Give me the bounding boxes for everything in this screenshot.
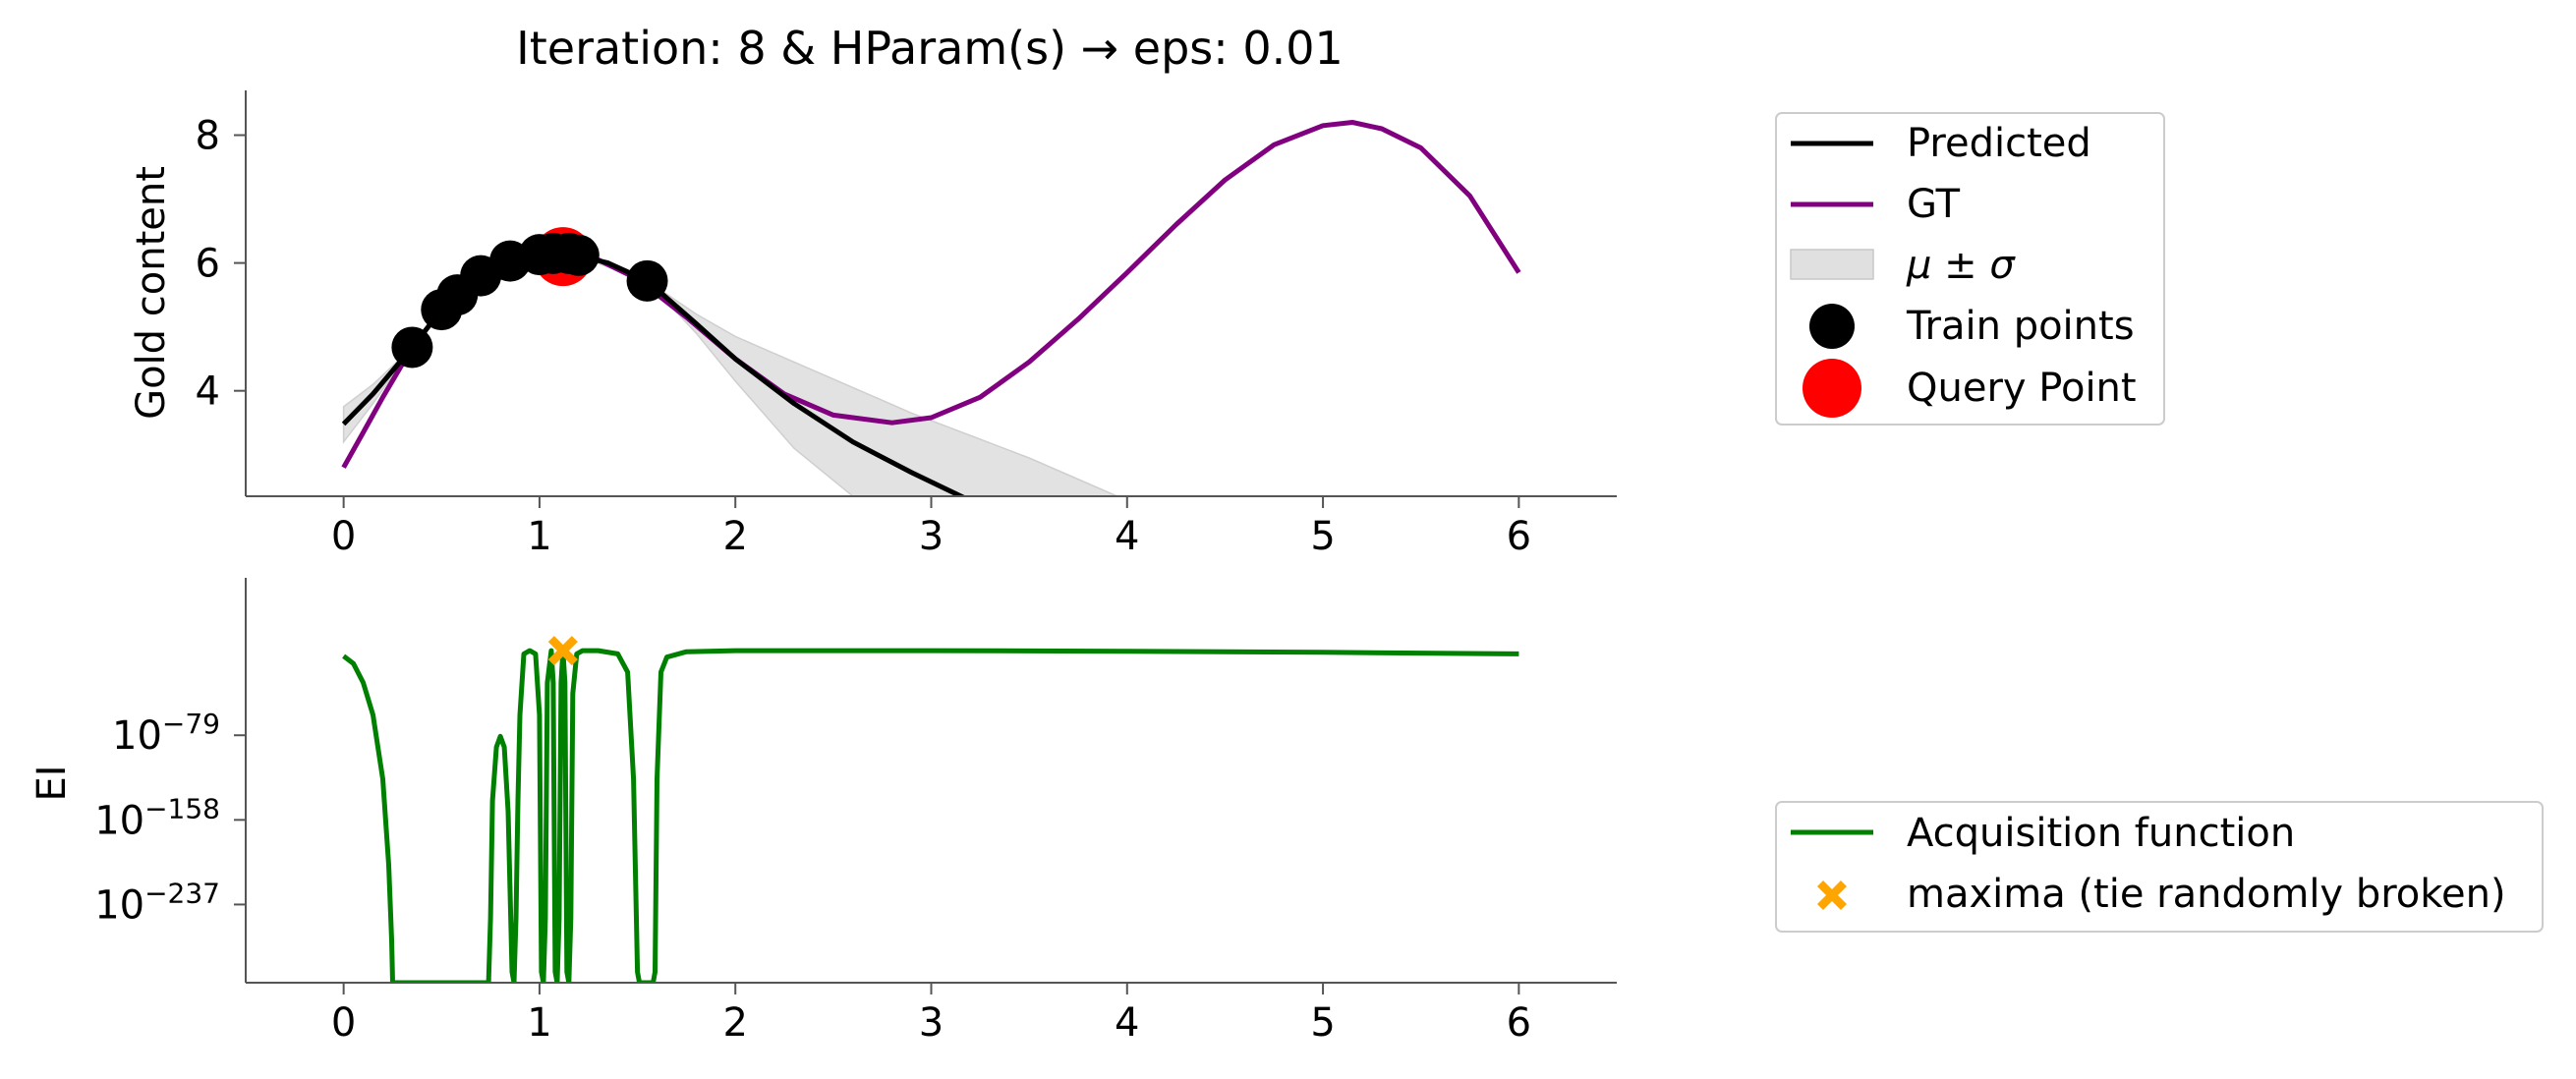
top-y-tick-label: 6: [196, 242, 220, 287]
bottom-panel: 0 1 2 3 4 5 6 10−79 10−158 10−237 EI: [29, 578, 1617, 1046]
top-x-tick-label: 1: [527, 514, 551, 559]
top-legend: Predicted GT μ ± σ Train points Query Po…: [1775, 112, 2165, 426]
gt-line: [341, 120, 1521, 469]
top-x-tick-label: 0: [331, 514, 356, 559]
train-point: [626, 259, 668, 302]
bottom-x-tick-label: 1: [527, 1000, 551, 1046]
bottom-y-tick-label: 10−158: [94, 792, 220, 843]
bottom-x-tick-label: 3: [919, 1000, 944, 1046]
bottom-legend-frame: [1775, 801, 2544, 933]
top-x-tick-label: 5: [1310, 514, 1335, 559]
top-x-tick-label: 6: [1507, 514, 1531, 559]
chart-title: Iteration: 8 & HParam(s) → eps: 0.01: [516, 22, 1344, 75]
legend-label-maxima: maxima (tie randomly broken): [1907, 872, 2506, 917]
bottom-y-tick-label: 10−237: [94, 877, 220, 928]
bottom-x-tick-label: 2: [722, 1000, 747, 1046]
legend-label-query: Query Point: [1907, 366, 2137, 411]
train-point: [557, 234, 600, 276]
legend-swatch-train: [1809, 304, 1855, 349]
top-y-tick-label: 8: [196, 114, 220, 159]
bottom-x-tick-label: 6: [1507, 1000, 1531, 1046]
train-point: [391, 326, 433, 369]
legend-swatch-query: [1803, 359, 1861, 418]
legend-label-gt: GT: [1907, 182, 1961, 227]
top-panel: 0 1 2 3 4 5 6 4 6 8 Gold content: [129, 90, 1617, 559]
legend-label-band: μ ± σ: [1906, 243, 2016, 288]
legend-swatch-maxima: [1817, 880, 1847, 910]
top-x-tick-label: 3: [919, 514, 944, 559]
bottom-x-tick-label: 4: [1115, 1000, 1139, 1046]
top-y-tick-label: 4: [196, 369, 220, 415]
bottom-y-tick-label: 10−79: [112, 708, 220, 759]
top-legend-frame: [1775, 112, 2165, 426]
legend-label-predicted: Predicted: [1907, 121, 2091, 166]
top-x-tick-label: 2: [722, 514, 747, 559]
legend-label-acq: Acquisition function: [1907, 811, 2295, 856]
bottom-y-axis-label: EI: [29, 765, 75, 801]
bottom-x-tick-label: 0: [331, 1000, 356, 1046]
legend-swatch-band: [1790, 249, 1874, 280]
top-y-axis-label: Gold content: [129, 166, 174, 420]
top-x-tick-label: 4: [1115, 514, 1139, 559]
bottom-legend: Acquisition function maxima (tie randoml…: [1775, 801, 2544, 933]
legend-label-train: Train points: [1906, 304, 2135, 349]
acquisition-line: [342, 648, 1519, 983]
maxima-marker: [547, 636, 578, 666]
bottom-x-tick-label: 5: [1310, 1000, 1335, 1046]
